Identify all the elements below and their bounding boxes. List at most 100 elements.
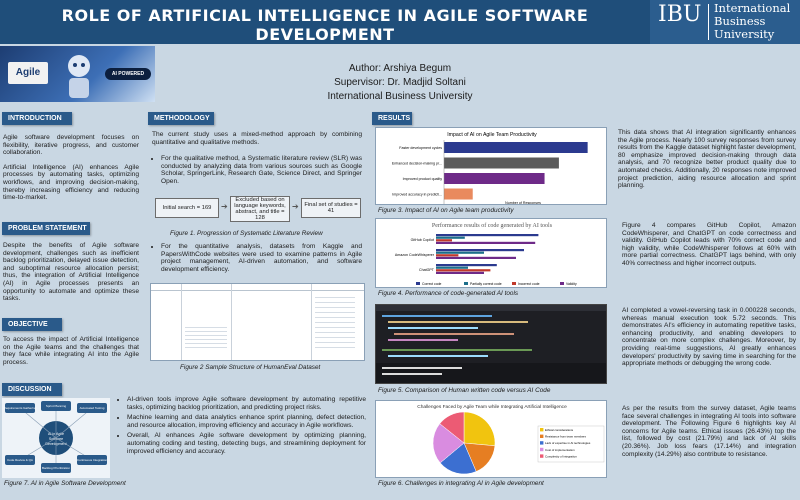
robot-icon (68, 55, 90, 98)
chart4-bar (436, 264, 497, 267)
figure-4-caption: Figure 4. Performance of code-generated … (378, 290, 519, 297)
diagram-node-label: Sprint Planning (46, 404, 67, 408)
chart6-legend-label: Resistance from team members (545, 435, 587, 439)
chart6-legend-swatch (540, 447, 544, 452)
chart3-title: Impact of AI on Agile Team Productivity (447, 132, 537, 138)
banner-image: Agile AI POWERED (0, 46, 155, 102)
supervisor-name: Supervisor: Dr. Madjid Soltani (334, 77, 466, 88)
chart4-legend-swatch (416, 282, 420, 285)
chart4-bar (436, 249, 524, 252)
chart6-title: Challenges Faced by Agile Team while Int… (417, 404, 567, 410)
diagram-node (5, 403, 35, 413)
chart6-slice (463, 411, 496, 447)
chart4-bar (436, 254, 459, 257)
problem-statement-text: Despite the benefits of Agile software d… (3, 242, 139, 303)
results-text-figure-5: AI completed a vowel-reversing task in 0… (622, 307, 796, 368)
chart4-legend-label: Partially correct code (470, 282, 502, 286)
chart4-bar (436, 256, 516, 259)
chart6-slice (439, 442, 477, 475)
methodology-qualitative: For the qualitative method, a Systematic… (152, 155, 362, 188)
methodology-heading: METHODOLOGY (148, 112, 214, 125)
chart-figure-6: Challenges Faced by Agile Team while Int… (375, 400, 607, 478)
chart4-bar (436, 234, 539, 237)
chart4-bar (436, 251, 484, 254)
problem-statement-heading: PROBLEM STATEMENT (2, 222, 90, 235)
figure-2-caption: Figure 2 Sample Structure of HumanEval D… (180, 364, 321, 371)
chart6-legend-label: Cost of implementation (545, 448, 575, 452)
chart3-bar (444, 142, 588, 153)
logo-name: International Business University (714, 1, 791, 41)
chart3-category-label: Faster development cycles (399, 146, 442, 150)
chart-figure-4: Performance results of code generated by… (375, 218, 607, 288)
chart6-legend-swatch (540, 454, 544, 458)
figure-1-caption: Figure 1. Progression of Systematic Lite… (170, 230, 323, 237)
results-heading: RESULTS (372, 112, 412, 125)
poster-title: ROLE OF ARTIFICIAL INTELLIGENCE IN AGILE… (61, 6, 589, 44)
chart4-bar (436, 271, 484, 274)
chart3-bar (444, 173, 545, 184)
author-name: Author: Arshiya Begum (348, 63, 452, 74)
ai-powered-badge: AI POWERED (105, 68, 151, 80)
logo-abbreviation: IBU (658, 2, 702, 27)
diagram-node-label: Backlog Prioritization (42, 466, 70, 470)
chart4-category-label: ChatGPT (419, 268, 435, 272)
chart4-bar (436, 239, 452, 242)
chart6-legend-label: Ethical considerations (545, 428, 574, 432)
chart6-legend-swatch (540, 434, 544, 438)
chart4-bar (436, 266, 468, 269)
chart4-legend-swatch (560, 282, 564, 285)
figure-5-caption: Figure 5. Comparison of Human written co… (378, 387, 551, 394)
diagram-node-label: Automated Testing (80, 406, 105, 410)
chart4-title: Performance results of code generated by… (432, 222, 553, 229)
dataset-sample-image (150, 283, 365, 361)
discussion-heading: DISCUSSION (2, 383, 62, 396)
chart3-category-label: Improved accuracy in predicti... (392, 193, 442, 197)
figure-6-caption: Figure 6. Challenges in integrating AI i… (378, 480, 544, 487)
results-text-figure-4: Figure 4 compares GitHub Copilot, Amazon… (622, 222, 796, 267)
chart-figure-3: Impact of AI on Agile Team Productivity F… (375, 127, 607, 205)
flow-arrow-icon: ➔ (221, 202, 228, 211)
diagram-node (77, 455, 107, 465)
chart3-bar (444, 157, 559, 169)
flow-box-initial: Initial search = 169 (155, 198, 219, 218)
university-name: International Business University (327, 91, 473, 102)
diagram-node (41, 401, 71, 411)
chart4-legend-swatch (464, 282, 468, 285)
chart4-category-label: Amazon CodeWhisperer (395, 253, 435, 257)
methodology-quantitative: For the quantitative analysis, datasets … (152, 243, 362, 276)
objective-heading: OBJECTIVE (2, 318, 62, 331)
chart4-category-label: GitHub Copilot (411, 238, 434, 242)
discussion-bullets: AI-driven tools improve Agile software d… (118, 396, 366, 458)
chart6-slice (432, 423, 465, 464)
ai-agile-diagram: AI in Agile Software Development Require… (2, 398, 110, 478)
figure-3-caption: Figure 3. Impact of AI on Agile team pro… (378, 207, 514, 214)
chart3-category-label: Improved product quality (403, 177, 443, 181)
chart4-bar (436, 236, 465, 239)
chart4-bar (436, 241, 536, 244)
chart6-legend-label: Complexity of integration (545, 454, 577, 458)
flow-arrow-icon: ➔ (292, 202, 299, 211)
diagram-node-label: Continuous Integration (77, 458, 108, 462)
figure-7-caption: Figure 7. AI in Agile Software Developme… (4, 480, 126, 487)
chart3-category-label: Enhanced decision-making pr... (392, 162, 442, 166)
diagram-node-label: Requirements Gathering (4, 406, 37, 410)
introduction-heading: INTRODUCTION (2, 112, 72, 125)
chart6-legend-swatch (540, 428, 544, 432)
chart6-legend-label: Lack of expertise in AI technologies (545, 441, 591, 445)
diagram-node (77, 403, 107, 413)
chart4-bar (436, 269, 491, 272)
author-block: Author: Arshiya Begum Supervisor: Dr. Ma… (250, 62, 550, 104)
code-editor-screenshot (375, 304, 607, 384)
chart6-slice (439, 411, 465, 444)
methodology-intro: The current study uses a mixed-method ap… (152, 131, 362, 146)
objective-text: To access the impact of Artificial Intel… (3, 336, 139, 366)
results-text-figure-3: This data shows that AI integration sign… (618, 129, 796, 190)
chart6-legend-box (537, 425, 605, 463)
logo-divider (708, 4, 709, 40)
chart4-legend-swatch (512, 282, 516, 285)
chart3-bar (444, 188, 473, 200)
flow-box-final: Final set of studies = 41 (301, 198, 361, 218)
diagram-node (41, 463, 71, 473)
chart4-legend-label: Correct code (422, 282, 442, 286)
diagram-node (5, 455, 35, 465)
